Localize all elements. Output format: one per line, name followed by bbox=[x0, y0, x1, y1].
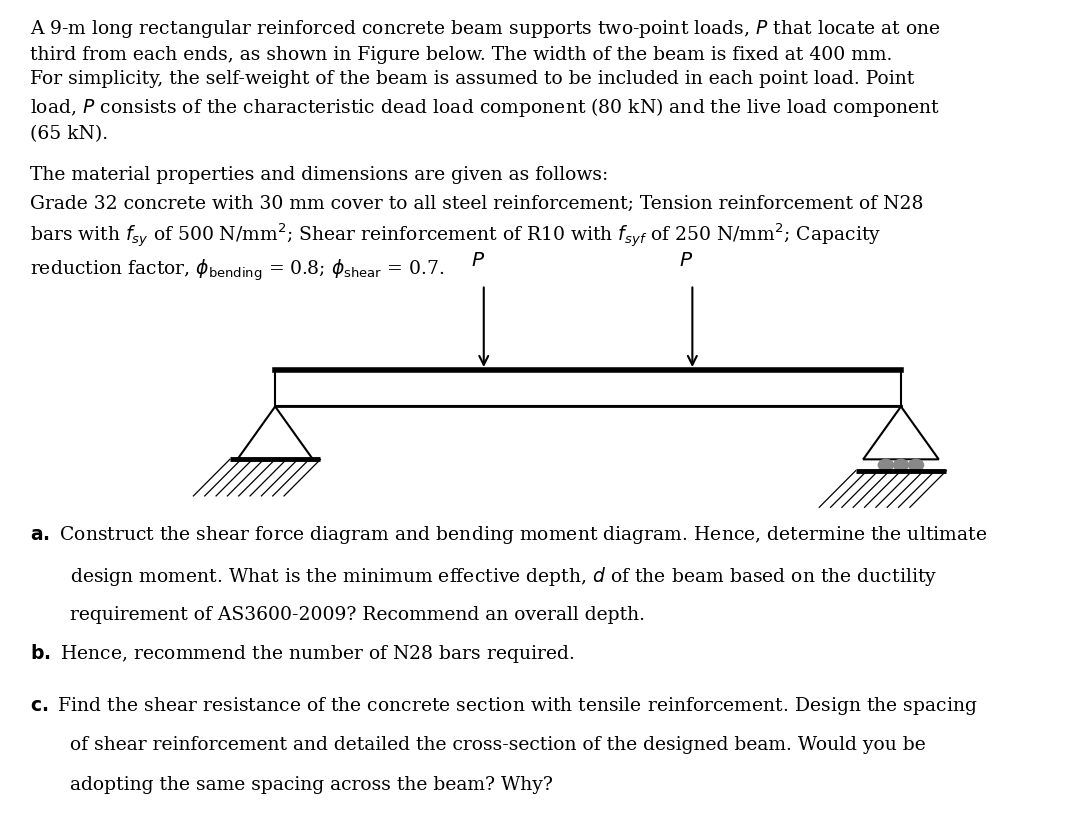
Text: $\mathbf{c.}$ Find the shear resistance of the concrete section with tensile rei: $\mathbf{c.}$ Find the shear resistance … bbox=[30, 695, 978, 717]
Text: $\mathit{P}$: $\mathit{P}$ bbox=[680, 251, 694, 270]
Text: $\mathit{P}$: $\mathit{P}$ bbox=[470, 251, 484, 270]
Text: of shear reinforcement and detailed the cross-section of the designed beam. Woul: of shear reinforcement and detailed the … bbox=[70, 736, 926, 754]
Text: $\mathbf{b.}$ Hence, recommend the number of N28 bars required.: $\mathbf{b.}$ Hence, recommend the numbe… bbox=[30, 642, 575, 665]
Bar bbox=[275, 370, 901, 406]
Text: A 9-m long rectangular reinforced concrete beam supports two-point loads, $\math: A 9-m long rectangular reinforced concre… bbox=[30, 18, 941, 143]
Text: adopting the same spacing across the beam? Why?: adopting the same spacing across the bea… bbox=[70, 776, 554, 794]
Polygon shape bbox=[863, 406, 939, 459]
Text: $\mathbf{a.}$ Construct the shear force diagram and bending moment diagram. Henc: $\mathbf{a.}$ Construct the shear force … bbox=[30, 524, 987, 546]
Text: The material properties and dimensions are given as follows:: The material properties and dimensions a… bbox=[30, 166, 609, 184]
Circle shape bbox=[878, 459, 893, 471]
Text: requirement of AS3600-2009? Recommend an overall depth.: requirement of AS3600-2009? Recommend an… bbox=[70, 606, 645, 624]
Circle shape bbox=[909, 459, 924, 471]
Text: Grade 32 concrete with 30 mm cover to all steel reinforcement; Tension reinforce: Grade 32 concrete with 30 mm cover to al… bbox=[30, 195, 924, 283]
Circle shape bbox=[893, 459, 909, 471]
Text: design moment. What is the minimum effective depth, $\mathit{d}$ of the beam bas: design moment. What is the minimum effec… bbox=[70, 565, 938, 588]
Polygon shape bbox=[237, 406, 313, 459]
